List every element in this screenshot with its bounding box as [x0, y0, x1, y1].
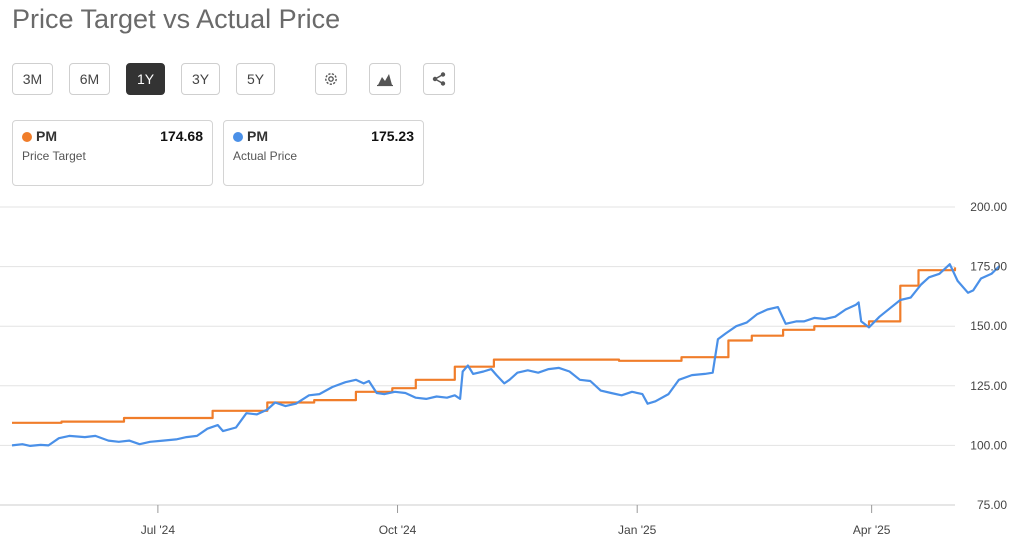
gear-icon: [325, 73, 337, 85]
share-icon: [432, 72, 446, 86]
actual-price-ticker: PM: [247, 128, 268, 144]
range-button-5y[interactable]: 5Y: [236, 63, 275, 95]
price-target-value: 174.68: [160, 128, 203, 144]
actual-price-label: Actual Price: [233, 149, 298, 163]
share-button[interactable]: [423, 63, 455, 95]
y-tick-label: 75.00: [977, 498, 1007, 512]
y-tick-label: 175.00: [970, 260, 1007, 274]
chart-type-icon: [377, 74, 393, 87]
x-tick-label: Jul '24: [141, 523, 176, 537]
x-tick-label: Oct '24: [379, 523, 417, 537]
y-tick-label: 150.00: [970, 319, 1007, 333]
range-button-3m[interactable]: 3M: [12, 63, 53, 95]
page-title: Price Target vs Actual Price: [12, 4, 341, 34]
price-chart: 200.00 175.00 150.00 125.00 100.00 75.00 Jul '…: [0, 200, 1007, 537]
chart-type-button[interactable]: [369, 63, 401, 95]
series-line-actual-price: [11, 263, 1001, 447]
legend-card-price-target: PM 174.68 Price Target: [12, 120, 213, 186]
x-tick-label: Apr '25: [853, 523, 891, 537]
series-line-price-target: [12, 267, 957, 424]
range-button-3y[interactable]: 3Y: [181, 63, 220, 95]
settings-button[interactable]: [315, 63, 347, 95]
y-tick-label: 200.00: [970, 200, 1007, 214]
legend-card-actual-price: PM 175.23 Actual Price: [223, 120, 424, 186]
price-target-label: Price Target: [22, 149, 86, 163]
range-button-6m[interactable]: 6M: [69, 63, 110, 95]
range-button-1y[interactable]: 1Y: [126, 63, 165, 95]
x-tick-label: Jan '25: [618, 523, 657, 537]
y-tick-label: 125.00: [970, 379, 1007, 393]
actual-price-value: 175.23: [371, 128, 414, 144]
price-target-dot: [22, 132, 32, 142]
y-tick-label: 100.00: [970, 438, 1007, 452]
actual-price-dot: [233, 132, 243, 142]
price-target-ticker: PM: [36, 128, 57, 144]
